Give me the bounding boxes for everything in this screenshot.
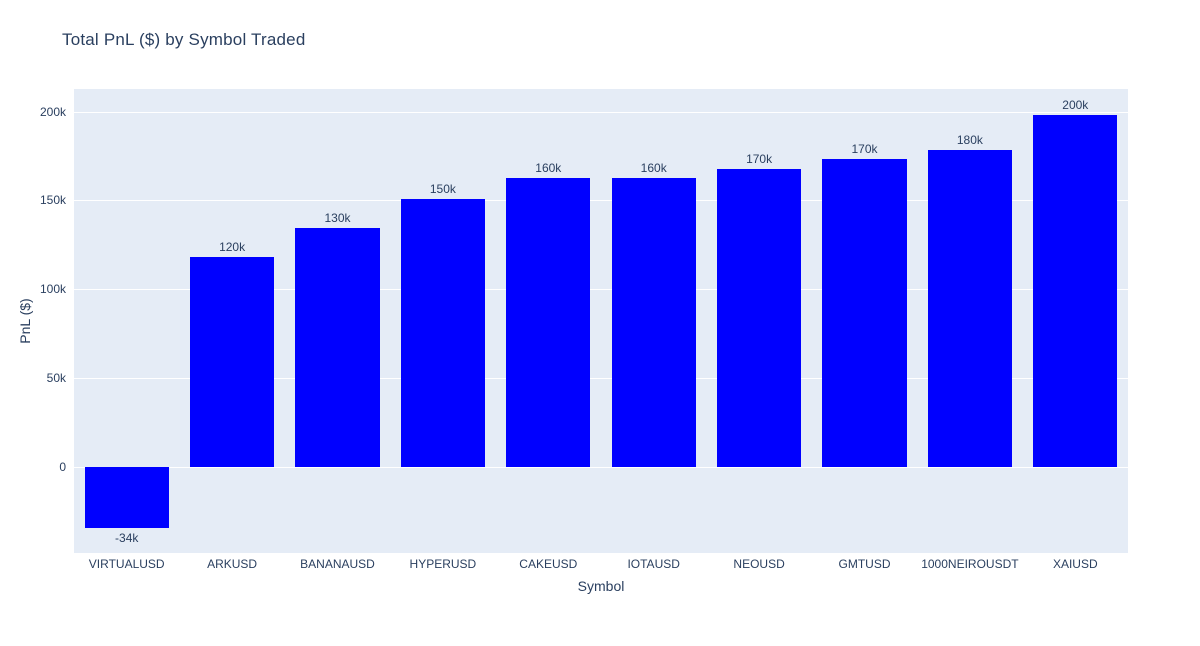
- x-tick-label-iotausd: IOTAUSD: [627, 557, 680, 571]
- x-tick-label-virtualusd: VIRTUALUSD: [88, 557, 165, 571]
- y-gridline: [74, 377, 1128, 379]
- x-axis-title: Symbol: [577, 578, 625, 594]
- x-tick-label-neousd: NEOUSD: [733, 557, 785, 571]
- y-gridline: [74, 289, 1128, 291]
- bar-iotausd[interactable]: [611, 177, 696, 468]
- y-tick-label: 0: [59, 459, 66, 474]
- x-tick-label-xaiusd: XAIUSD: [1052, 557, 1098, 571]
- bar-1000neirousdt[interactable]: [927, 150, 1013, 468]
- x-tick-label-cakeusd: CAKEUSD: [519, 557, 578, 571]
- bar-value-label: 180k: [956, 133, 983, 148]
- bar-value-label: -34k: [115, 531, 139, 546]
- bar-value-label: 170k: [851, 142, 878, 157]
- bar-value-label: 200k: [1062, 98, 1089, 113]
- y-gridline: [74, 200, 1128, 202]
- bar-cakeusd[interactable]: [506, 177, 591, 468]
- y-tick-label: 150k: [39, 193, 66, 208]
- bar-xaiusd[interactable]: [1033, 115, 1118, 468]
- y-tick-label: 100k: [39, 282, 66, 297]
- bar-value-label: 170k: [746, 151, 773, 166]
- x-tick-label-bananausd: BANANAUSD: [300, 557, 375, 571]
- y-axis-title-text: PnL ($): [17, 298, 33, 344]
- bar-value-label: 130k: [324, 211, 351, 226]
- x-tick-label-arkusd: ARKUSD: [207, 557, 258, 571]
- chart-title: Total PnL ($) by Symbol Traded: [62, 30, 306, 49]
- bar-value-label: 160k: [640, 160, 667, 175]
- bar-value-label: 150k: [429, 182, 456, 197]
- bar-arkusd[interactable]: [189, 256, 275, 468]
- bar-neousd[interactable]: [716, 168, 802, 468]
- y-tick-label: 200k: [39, 104, 66, 119]
- y-gridline: [74, 466, 1128, 468]
- y-tick-label: 50k: [46, 370, 66, 385]
- bar-value-label: 120k: [219, 239, 246, 254]
- bar-bananausd[interactable]: [295, 228, 380, 468]
- y-gridline: [74, 111, 1128, 113]
- x-tick-label-1000neirousdt: 1000NEIROUSDT: [921, 557, 1019, 571]
- x-tick-label-gmtusd: GMTUSD: [838, 557, 891, 571]
- plot-area[interactable]: -34k 120k 130k 150k 160k 160k 170k 170k 180k 200k: [74, 89, 1128, 553]
- bar-gmtusd[interactable]: [822, 159, 907, 468]
- x-tick-label-hyperusd: HYPERUSD: [409, 557, 477, 571]
- bar-hyperusd[interactable]: [400, 199, 486, 468]
- bar-virtualusd[interactable]: [84, 467, 169, 529]
- bar-value-label: 160k: [535, 160, 562, 175]
